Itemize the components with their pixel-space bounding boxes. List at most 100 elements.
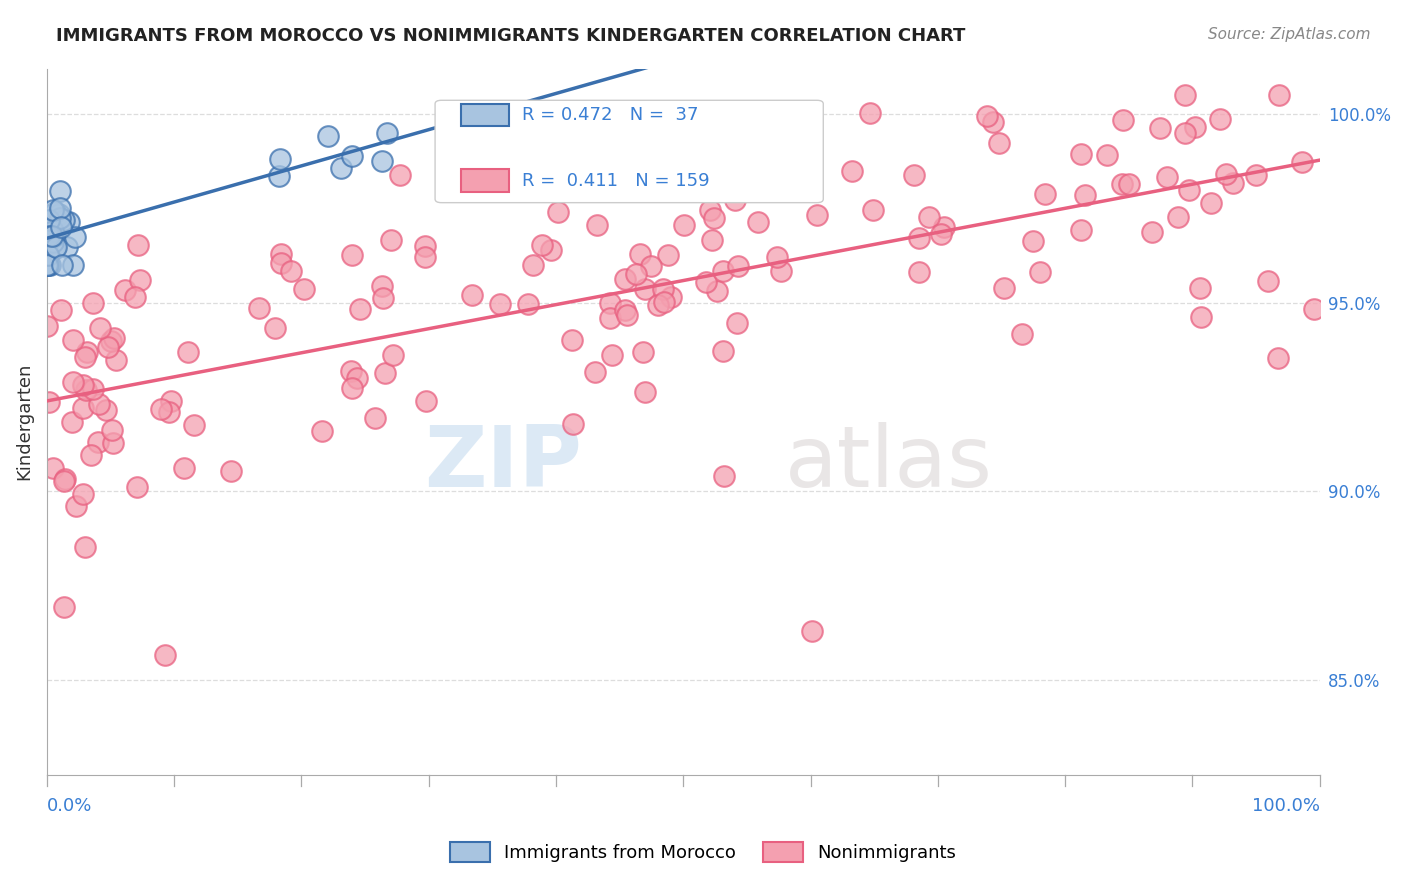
Point (124, 290, 146, 304)
Point (652, 295, 675, 310)
Point (37, 258, 59, 272)
Point (157, 405, 180, 419)
Point (340, 364, 363, 378)
Point (62, 258, 84, 272)
Point (1174, 87, 1197, 102)
Point (35, 226, 58, 240)
Point (583, 365, 606, 379)
Point (346, 371, 368, 385)
Point (269, 152, 291, 166)
Point (806, 209, 828, 223)
Point (42, 460, 65, 475)
Point (727, 260, 749, 274)
Point (624, 267, 647, 281)
Point (631, 344, 654, 359)
Point (280, 264, 302, 278)
Point (413, 239, 436, 253)
Point (1070, 223, 1092, 237)
Point (672, 218, 695, 232)
FancyBboxPatch shape (461, 169, 509, 192)
Point (987, 136, 1010, 150)
Point (711, 264, 734, 278)
Point (652, 282, 675, 296)
Point (292, 282, 315, 296)
Point (76, 344, 98, 359)
Point (1189, 310, 1212, 324)
Point (65, 499, 87, 513)
Point (56, 240, 79, 254)
Point (540, 244, 562, 258)
Legend: Immigrants from Morocco, Nonimmigrants: Immigrants from Morocco, Nonimmigrants (443, 834, 963, 870)
Point (38, 395, 60, 409)
Point (35, 258, 58, 272)
Point (530, 237, 553, 252)
Point (380, 233, 402, 247)
Point (38, 212, 60, 227)
Point (699, 203, 721, 218)
Point (63, 230, 86, 244)
Point (37, 232, 59, 246)
Point (72, 486, 94, 500)
Point (725, 316, 748, 330)
Point (1174, 126, 1197, 140)
Point (72, 378, 94, 392)
Point (89, 321, 111, 335)
Point (1097, 148, 1119, 162)
Point (1140, 225, 1163, 239)
Point (747, 215, 769, 229)
Point (371, 291, 394, 305)
Point (841, 164, 863, 178)
Point (58, 214, 80, 228)
Point (1070, 146, 1092, 161)
Point (42, 229, 65, 244)
Point (363, 410, 385, 425)
Point (908, 231, 931, 245)
Point (75, 541, 97, 555)
Point (94, 402, 117, 417)
Text: Source: ZipAtlas.com: Source: ZipAtlas.com (1208, 27, 1371, 42)
Point (657, 248, 679, 262)
Point (713, 469, 735, 483)
Point (702, 233, 724, 247)
Point (1149, 121, 1171, 136)
Point (389, 168, 412, 182)
FancyBboxPatch shape (461, 103, 509, 127)
Point (42, 242, 65, 256)
Point (711, 343, 734, 358)
Point (724, 194, 747, 208)
Point (342, 381, 364, 395)
Point (1028, 265, 1050, 279)
Point (37, 247, 59, 261)
Point (51, 258, 73, 272)
Point (60, 415, 83, 429)
Point (382, 348, 405, 362)
Point (371, 154, 394, 169)
Point (371, 279, 394, 293)
Point (264, 320, 287, 334)
Point (703, 211, 725, 226)
Text: ZIP: ZIP (423, 423, 582, 506)
Point (35, 228, 58, 243)
Point (53, 600, 76, 615)
Point (1011, 326, 1033, 341)
Point (270, 246, 292, 260)
Point (614, 303, 637, 318)
Point (706, 285, 728, 299)
Point (858, 106, 880, 120)
Text: R = 0.472   N =  37: R = 0.472 N = 37 (522, 106, 699, 124)
Point (38, 258, 60, 272)
Point (173, 461, 195, 475)
Point (616, 308, 638, 322)
Point (976, 109, 998, 123)
Point (561, 333, 583, 347)
Point (699, 175, 721, 189)
Point (929, 227, 952, 242)
Point (100, 334, 122, 349)
Point (160, 394, 183, 409)
Point (42, 202, 65, 217)
Point (45, 240, 67, 254)
Point (177, 345, 200, 359)
Point (413, 250, 436, 264)
Text: 100.0%: 100.0% (1251, 797, 1320, 815)
Point (1303, 302, 1326, 317)
